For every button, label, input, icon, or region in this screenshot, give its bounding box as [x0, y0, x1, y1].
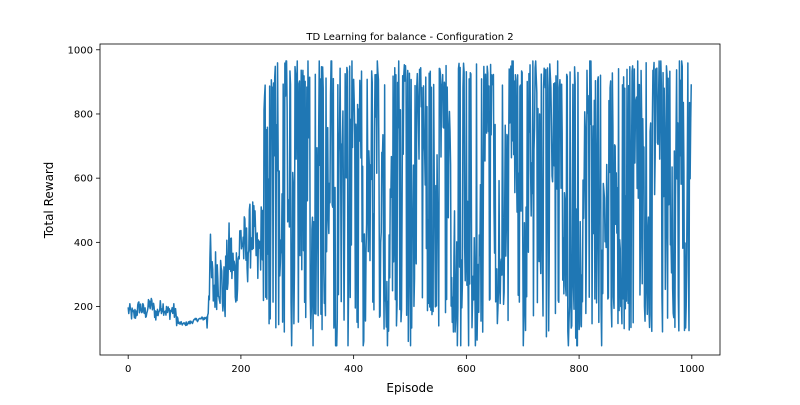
y-tick-label: 200 [74, 302, 93, 313]
x-axis-ticks: 0 200 400 600 800 1000 [125, 355, 705, 375]
y-tick-label: 600 [74, 174, 93, 185]
x-tick-label: 400 [344, 364, 363, 375]
x-tick-label: 0 [125, 364, 131, 375]
x-axis-label: Episode [386, 381, 433, 395]
x-tick-label: 800 [570, 364, 589, 375]
y-axis-ticks: 200 400 600 800 1000 [68, 45, 100, 313]
x-tick-label: 200 [231, 364, 250, 375]
y-axis-label: Total Reward [42, 162, 56, 240]
chart-title: TD Learning for balance - Configuration … [305, 32, 513, 43]
x-tick-label: 600 [457, 364, 476, 375]
y-tick-label: 1000 [68, 45, 93, 56]
plot-area [99, 43, 721, 356]
series-line-total-reward [127, 60, 692, 347]
axes-frame [99, 43, 721, 356]
x-tick-label: 1000 [679, 364, 704, 375]
y-tick-label: 800 [74, 109, 93, 120]
y-tick-label: 400 [74, 238, 93, 249]
